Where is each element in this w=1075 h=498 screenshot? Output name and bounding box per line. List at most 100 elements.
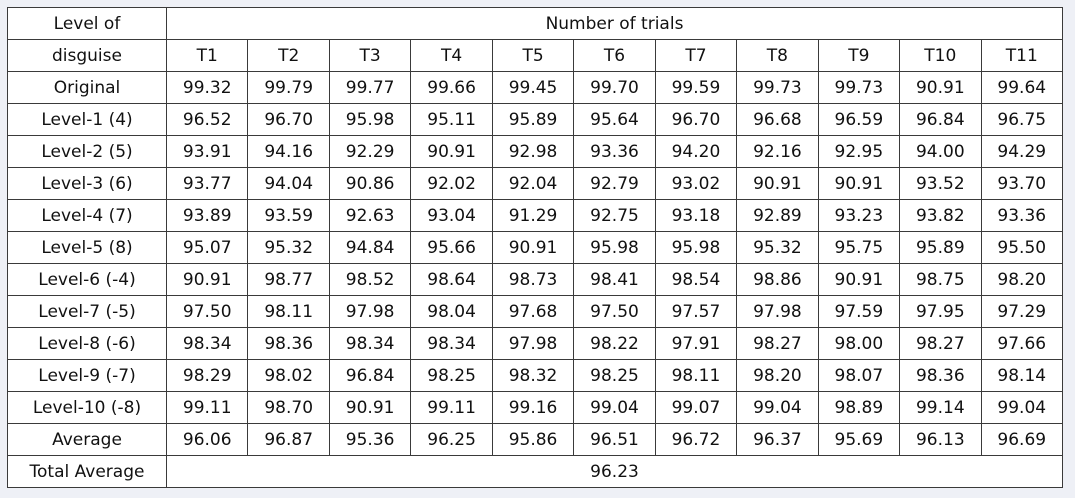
total-average-row: Total Average 96.23 bbox=[7, 455, 1063, 488]
row-label: Level-9 (-7) bbox=[7, 359, 167, 392]
value-cell: 93.77 bbox=[165, 167, 249, 200]
value-cell: 96.06 bbox=[165, 423, 249, 456]
row-label: Original bbox=[7, 71, 167, 104]
value-cell: 96.59 bbox=[817, 103, 901, 136]
value-cell: 98.75 bbox=[899, 263, 982, 296]
value-cell: 99.32 bbox=[165, 71, 249, 104]
value-cell: 93.36 bbox=[573, 135, 656, 168]
value-cell: 97.91 bbox=[654, 327, 738, 360]
value-cell: 99.45 bbox=[491, 71, 575, 104]
value-cell: 98.07 bbox=[817, 359, 901, 392]
value-cell: 97.95 bbox=[899, 295, 982, 328]
value-cell: 90.91 bbox=[817, 167, 901, 200]
row-label: Level-2 (5) bbox=[7, 135, 167, 168]
value-cell: 92.63 bbox=[328, 199, 412, 232]
row-label: Level-5 (8) bbox=[7, 231, 167, 264]
trial-header-cell: T7 bbox=[654, 39, 738, 72]
value-cell: 98.25 bbox=[410, 359, 493, 392]
value-cell: 98.89 bbox=[817, 391, 901, 424]
trial-header-cell: T1 bbox=[165, 39, 249, 72]
value-cell: 99.07 bbox=[654, 391, 738, 424]
value-cell: 98.36 bbox=[899, 359, 982, 392]
value-cell: 92.75 bbox=[573, 199, 656, 232]
value-cell: 93.91 bbox=[165, 135, 249, 168]
row-label: Level-7 (-5) bbox=[7, 295, 167, 328]
value-cell: 99.64 bbox=[980, 71, 1064, 104]
table-row: Level-1 (4) 96.52 96.70 95.98 95.11 95.89 95.6… bbox=[7, 103, 1064, 136]
value-cell: 95.98 bbox=[654, 231, 738, 264]
value-cell: 95.75 bbox=[817, 231, 901, 264]
trials-header: Number of trials bbox=[166, 7, 1063, 40]
value-cell: 99.59 bbox=[654, 71, 738, 104]
value-cell: 96.69 bbox=[980, 423, 1064, 456]
value-cell: 94.04 bbox=[247, 167, 330, 200]
value-cell: 93.82 bbox=[899, 199, 982, 232]
value-cell: 97.50 bbox=[573, 295, 656, 328]
value-cell: 90.91 bbox=[410, 135, 493, 168]
value-cell: 99.04 bbox=[736, 391, 819, 424]
table-row: Level-9 (-7) 98.29 98.02 96.84 98.25 98.32 98.… bbox=[7, 359, 1064, 392]
row-label: Average bbox=[7, 423, 167, 456]
value-cell: 98.11 bbox=[247, 295, 330, 328]
value-cell: 96.68 bbox=[736, 103, 819, 136]
value-cell: 93.70 bbox=[980, 167, 1064, 200]
value-cell: 90.91 bbox=[491, 231, 575, 264]
trial-header-cell: T9 bbox=[817, 39, 901, 72]
value-cell: 95.98 bbox=[328, 103, 412, 136]
value-cell: 98.77 bbox=[247, 263, 330, 296]
value-cell: 96.70 bbox=[247, 103, 330, 136]
value-cell: 95.32 bbox=[247, 231, 330, 264]
value-cell: 96.70 bbox=[654, 103, 738, 136]
value-cell: 99.16 bbox=[491, 391, 575, 424]
row-label: Level-1 (4) bbox=[7, 103, 167, 136]
value-cell: 99.04 bbox=[980, 391, 1064, 424]
table-row: Level-2 (5) 93.91 94.16 92.29 90.91 92.98 93.3… bbox=[7, 135, 1064, 168]
value-cell: 98.02 bbox=[247, 359, 330, 392]
value-cell: 92.98 bbox=[491, 135, 575, 168]
value-cell: 94.84 bbox=[328, 231, 412, 264]
value-cell: 96.72 bbox=[654, 423, 738, 456]
value-cell: 93.18 bbox=[654, 199, 738, 232]
value-cell: 98.64 bbox=[410, 263, 493, 296]
value-cell: 92.95 bbox=[817, 135, 901, 168]
trial-header-cell: T8 bbox=[736, 39, 819, 72]
table-body: Original 99.32 99.79 99.77 99.66 99.45 99.70 99… bbox=[7, 71, 1064, 488]
table-row: Level-5 (8) 95.07 95.32 94.84 95.66 90.91 95.9… bbox=[7, 231, 1064, 264]
value-cell: 98.27 bbox=[899, 327, 982, 360]
value-cell: 99.11 bbox=[165, 391, 249, 424]
header-row-2: disguise T1 T2 T3 T4 T5 T6 T7 T8 T9 T10 T11 bbox=[7, 39, 1064, 72]
value-cell: 96.52 bbox=[165, 103, 249, 136]
value-cell: 98.22 bbox=[573, 327, 656, 360]
value-cell: 98.00 bbox=[817, 327, 901, 360]
value-cell: 95.86 bbox=[491, 423, 575, 456]
value-cell: 92.02 bbox=[410, 167, 493, 200]
value-cell: 95.98 bbox=[573, 231, 656, 264]
value-cell: 98.41 bbox=[573, 263, 656, 296]
value-cell: 96.25 bbox=[410, 423, 493, 456]
value-cell: 96.75 bbox=[980, 103, 1064, 136]
value-cell: 99.11 bbox=[410, 391, 493, 424]
value-cell: 92.04 bbox=[491, 167, 575, 200]
value-cell: 90.91 bbox=[328, 391, 412, 424]
value-cell: 92.79 bbox=[573, 167, 656, 200]
level-header-line2: disguise bbox=[7, 39, 167, 72]
value-cell: 97.98 bbox=[491, 327, 575, 360]
value-cell: 97.59 bbox=[817, 295, 901, 328]
value-cell: 98.11 bbox=[654, 359, 738, 392]
header-row-1: Level of Number of trials bbox=[7, 7, 1063, 40]
value-cell: 98.20 bbox=[980, 263, 1064, 296]
value-cell: 98.04 bbox=[410, 295, 493, 328]
value-cell: 96.13 bbox=[899, 423, 982, 456]
value-cell: 99.73 bbox=[817, 71, 901, 104]
total-average-value: 96.23 bbox=[166, 455, 1063, 488]
value-cell: 96.87 bbox=[247, 423, 330, 456]
value-cell: 98.34 bbox=[410, 327, 493, 360]
trial-header-cell: T2 bbox=[247, 39, 330, 72]
row-label: Level-10 (-8) bbox=[7, 391, 167, 424]
trial-header-cell: T6 bbox=[573, 39, 656, 72]
value-cell: 95.69 bbox=[817, 423, 901, 456]
value-cell: 96.37 bbox=[736, 423, 819, 456]
value-cell: 97.29 bbox=[980, 295, 1064, 328]
value-cell: 93.04 bbox=[410, 199, 493, 232]
value-cell: 93.89 bbox=[165, 199, 249, 232]
